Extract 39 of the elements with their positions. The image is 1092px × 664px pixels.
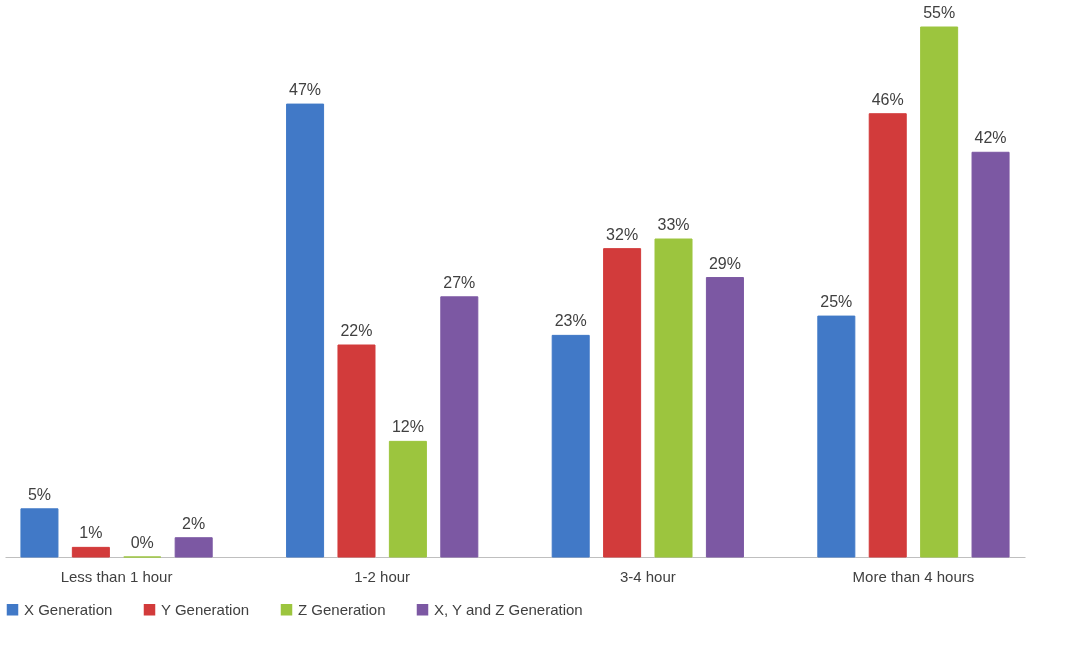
legend-label: X Generation xyxy=(24,600,113,618)
bar xyxy=(971,151,1010,558)
bar xyxy=(654,238,693,558)
bar xyxy=(174,537,213,558)
x-tick-label: More than 4 hours xyxy=(852,567,975,585)
data-label: 32% xyxy=(606,225,639,243)
data-label: 25% xyxy=(820,293,853,311)
bar xyxy=(551,334,590,558)
bar xyxy=(920,26,959,558)
data-label: 0% xyxy=(130,534,154,551)
data-label: 2% xyxy=(182,514,206,532)
bar xyxy=(388,440,427,558)
bar xyxy=(603,248,642,558)
data-label: 22% xyxy=(340,322,373,339)
data-label: 5% xyxy=(27,485,52,503)
legend-label: Z Generation xyxy=(298,600,386,618)
bar xyxy=(337,344,376,558)
data-label: 42% xyxy=(974,129,1007,147)
data-label: 46% xyxy=(871,90,904,108)
bar xyxy=(868,113,907,558)
bar xyxy=(440,296,479,558)
data-label: 27% xyxy=(443,273,476,291)
data-label: 47% xyxy=(289,81,322,99)
x-tick-label: 3-4 hour xyxy=(619,567,676,585)
bar xyxy=(286,103,325,558)
bar xyxy=(71,546,110,558)
data-label: 12% xyxy=(391,418,424,436)
x-tick-label: Less than 1 hour xyxy=(60,567,173,585)
bar xyxy=(705,277,744,558)
data-label: 55% xyxy=(923,4,956,21)
data-label: 33% xyxy=(657,216,690,233)
bar xyxy=(817,315,856,558)
legend-label: X, Y and Z Generation xyxy=(434,600,583,618)
bar xyxy=(20,508,59,558)
data-label: 23% xyxy=(554,312,587,330)
data-label: 1% xyxy=(79,524,103,542)
data-label: 29% xyxy=(708,254,741,272)
legend-label: Y Generation xyxy=(161,600,250,618)
x-tick-label: 1-2 hour xyxy=(354,567,411,585)
